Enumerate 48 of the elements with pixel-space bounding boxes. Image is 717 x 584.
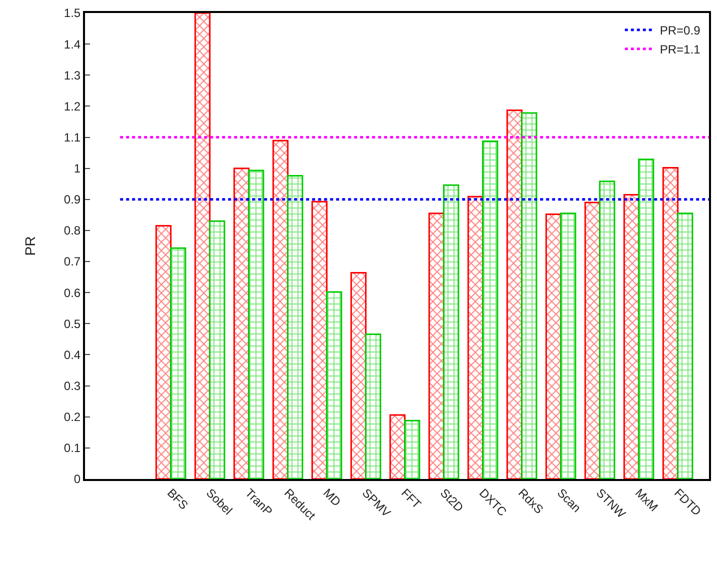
bar — [428, 212, 445, 479]
bar — [521, 112, 538, 479]
y-tick-label: 0.5 — [64, 316, 81, 331]
y-tick-label: 1.4 — [64, 37, 81, 52]
bar — [350, 272, 367, 479]
bar — [404, 420, 420, 479]
y-tick-label: 0.1 — [64, 441, 81, 456]
bar — [326, 291, 342, 479]
y-tick-label: 0.3 — [64, 379, 81, 393]
x-tick-label: MD — [320, 486, 344, 510]
y-tick-label: 0.4 — [64, 348, 81, 362]
y-tick-label: 0.6 — [64, 286, 81, 300]
y-tick-label: 0.8 — [64, 224, 81, 238]
bar — [287, 175, 304, 479]
bar — [194, 13, 211, 479]
bar — [443, 184, 460, 479]
bar — [599, 180, 616, 479]
bar — [560, 212, 576, 479]
bar — [209, 220, 226, 479]
bar — [482, 140, 498, 479]
bar — [311, 200, 328, 479]
bar — [545, 214, 562, 479]
y-tick-label: 0 — [74, 472, 81, 486]
bar — [584, 202, 601, 479]
y-tick-label: 1.1 — [64, 130, 81, 144]
bar — [155, 225, 172, 479]
y-tick-label: 1.3 — [64, 68, 81, 82]
y-tick-label: 0.2 — [64, 410, 81, 424]
bar — [170, 247, 186, 479]
bar — [248, 170, 264, 479]
x-tick-label: FFT — [398, 486, 424, 512]
bar — [389, 414, 406, 479]
bar — [233, 168, 250, 479]
bar — [662, 166, 679, 479]
y-tick-label: 1 — [74, 162, 81, 176]
bar — [506, 109, 523, 479]
bar — [638, 158, 654, 479]
bar — [677, 212, 694, 479]
bar — [272, 140, 289, 479]
bar — [467, 196, 484, 479]
y-tick-label: 1.5 — [64, 6, 81, 20]
legend-label: PR=1.1 — [660, 42, 701, 57]
y-tick-label: 0.9 — [64, 192, 81, 207]
y-axis-title: PR — [22, 236, 38, 256]
y-tick-label: 0.7 — [64, 254, 81, 269]
bar — [365, 333, 382, 479]
y-tick-label: 1.2 — [64, 99, 81, 114]
legend-label: PR=0.9 — [660, 24, 701, 38]
